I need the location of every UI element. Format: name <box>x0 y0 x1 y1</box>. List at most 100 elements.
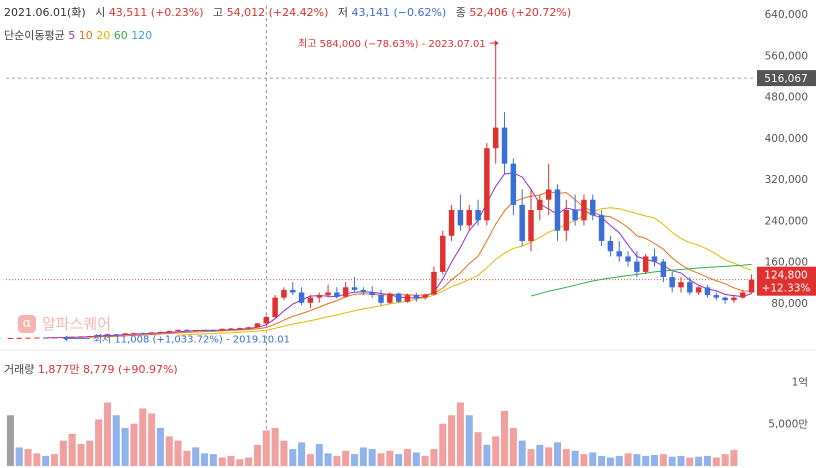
candle-body <box>272 297 278 317</box>
candle <box>484 143 490 226</box>
candle-body <box>598 215 605 241</box>
ma-legend-item[interactable]: 20 <box>96 29 111 42</box>
candle <box>7 337 14 339</box>
volume-bar <box>271 427 279 466</box>
candle <box>440 230 446 275</box>
candle <box>554 184 561 241</box>
ma-legend-item[interactable]: 5 <box>68 29 76 42</box>
candle-body <box>184 329 190 331</box>
candle-body <box>16 337 22 339</box>
volume-bar <box>130 423 138 466</box>
candle <box>457 194 464 231</box>
current-price-label: 124,800 <box>764 270 807 282</box>
candle <box>378 289 384 306</box>
candle <box>219 328 225 331</box>
candle <box>563 199 570 241</box>
candle <box>616 240 622 262</box>
ma-legend-item[interactable]: 10 <box>78 29 93 42</box>
volume-tick-label: 1억 <box>792 376 808 388</box>
ma-legend-label: 단순이동평균 <box>4 29 65 42</box>
volume-bar <box>571 450 579 466</box>
candle-body <box>545 189 552 200</box>
candle-body <box>122 333 128 335</box>
candle-body <box>740 292 746 298</box>
candle-body <box>704 287 711 296</box>
candle-body <box>713 295 720 298</box>
candle-body <box>298 292 305 303</box>
volume-bar <box>86 440 94 466</box>
low-label: 저 <box>337 6 349 19</box>
ma-legend-item[interactable]: 120 <box>131 29 153 42</box>
candle <box>263 315 270 325</box>
volume-bar <box>306 454 314 466</box>
reference-value-label: 516,067 <box>764 73 807 85</box>
candle-body <box>60 337 67 339</box>
candle-body <box>78 336 84 338</box>
candle <box>175 329 181 332</box>
candle <box>307 295 314 308</box>
volume-bar <box>15 447 23 466</box>
candle-body <box>140 333 146 335</box>
candle <box>360 287 367 296</box>
volume-bar <box>245 457 253 466</box>
volume-bar <box>209 454 217 466</box>
volume-bar <box>95 419 103 466</box>
candle-body <box>316 295 322 298</box>
volume-bar <box>218 457 226 466</box>
volume-bar <box>492 436 500 466</box>
candle-body <box>687 282 693 293</box>
candle-body <box>484 148 490 221</box>
volume-bar <box>253 444 261 466</box>
candle-body <box>554 189 561 231</box>
candle-body <box>334 292 340 297</box>
volume-bar <box>651 455 659 466</box>
volume-bar <box>33 453 41 466</box>
candle <box>228 328 234 330</box>
candle-body <box>104 334 111 336</box>
candle <box>687 277 693 296</box>
candle <box>731 295 737 303</box>
candle <box>510 158 517 216</box>
volume-bar <box>112 415 120 466</box>
volume-bar <box>6 415 14 466</box>
candle <box>298 287 305 306</box>
volume-bar <box>721 454 729 466</box>
candle <box>157 331 164 333</box>
candle-body <box>651 256 658 262</box>
candle <box>572 194 578 226</box>
candle-body <box>457 210 464 226</box>
candle-body <box>342 287 349 297</box>
candle <box>581 194 587 226</box>
volume-value: 1,877만 8,779 (+90.97%) <box>37 363 178 376</box>
candle <box>387 292 393 304</box>
candle <box>404 293 411 303</box>
candle <box>237 327 243 330</box>
volume-bar <box>289 449 297 466</box>
low-marker-arrowhead <box>63 335 68 342</box>
candle-body <box>245 327 252 329</box>
volume-bar <box>633 454 641 466</box>
candle <box>598 210 605 247</box>
ma-legend[interactable]: 단순이동평균 5 10 20 60 120 <box>4 27 152 43</box>
candle <box>192 329 199 332</box>
volume-bar <box>359 447 367 466</box>
candle-body <box>42 337 49 339</box>
candle <box>369 286 375 298</box>
volume-bar <box>421 455 429 466</box>
volume-bar <box>324 453 332 466</box>
candle-body <box>228 328 234 330</box>
volume-bar <box>68 433 76 466</box>
candle <box>431 266 437 296</box>
high-label: 고 <box>213 6 224 19</box>
ma-legend-item[interactable]: 60 <box>113 29 128 42</box>
candle-body <box>307 297 314 303</box>
volume-bar <box>377 453 385 466</box>
candle <box>78 336 84 338</box>
candle-body <box>369 292 375 296</box>
candle-body <box>201 330 208 332</box>
volume-bar <box>165 436 173 466</box>
candle <box>545 163 552 216</box>
volume-label: 거래량 <box>4 363 35 376</box>
volume-bar <box>730 450 738 466</box>
